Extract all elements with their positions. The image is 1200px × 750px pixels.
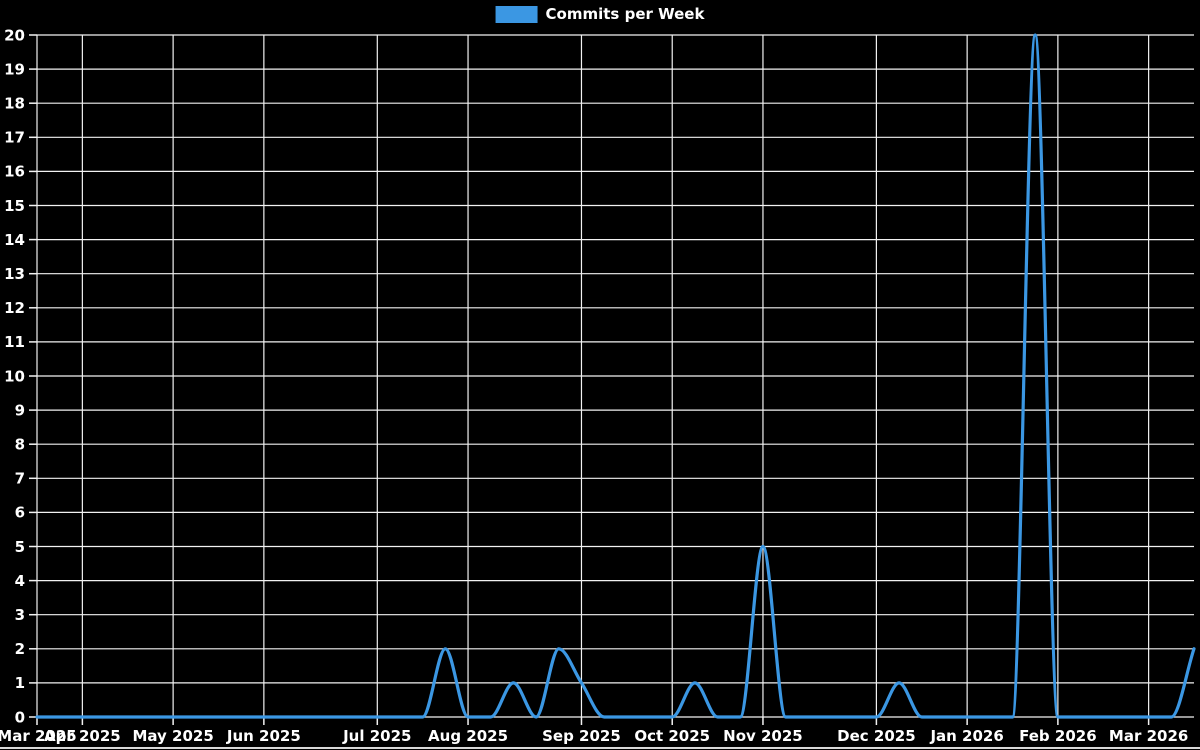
x-tick-label: Jul 2025 xyxy=(342,727,411,745)
y-tick-label: 18 xyxy=(4,94,25,112)
bottom-border xyxy=(0,747,1200,749)
x-tick-label: Aug 2025 xyxy=(428,727,508,745)
y-tick-label: 19 xyxy=(4,60,25,78)
y-tick-label: 4 xyxy=(15,572,25,590)
x-tick-label: Oct 2025 xyxy=(634,727,710,745)
x-tick-label: Nov 2025 xyxy=(723,727,803,745)
x-tick-label: Mar 2026 xyxy=(1109,727,1188,745)
y-tick-label: 8 xyxy=(15,435,25,453)
y-tick-label: 11 xyxy=(4,333,25,351)
y-tick-label: 2 xyxy=(15,640,25,658)
y-tick-label: 17 xyxy=(4,129,25,147)
y-tick-label: 20 xyxy=(4,26,25,44)
y-tick-label: 3 xyxy=(15,606,25,624)
commits-line-series xyxy=(35,33,1196,719)
y-tick-label: 0 xyxy=(15,708,25,726)
y-tick-label: 5 xyxy=(15,538,25,556)
y-tick-label: 9 xyxy=(15,401,25,419)
x-tick-label: Dec 2025 xyxy=(837,727,916,745)
y-tick-label: 10 xyxy=(4,367,25,385)
y-tick-label: 13 xyxy=(4,265,25,283)
x-tick-label: Apr 2025 xyxy=(44,727,121,745)
x-tick-label: May 2025 xyxy=(132,727,213,745)
y-tick-label: 16 xyxy=(4,163,25,181)
legend-label: Commits per Week xyxy=(545,5,705,23)
y-tick-label: 15 xyxy=(4,197,25,215)
x-tick-label: Sep 2025 xyxy=(542,727,621,745)
x-tick-label: Jun 2025 xyxy=(226,727,301,745)
y-tick-label: 6 xyxy=(15,504,25,522)
x-tick-label: Mar 2025 xyxy=(0,727,77,745)
y-tick-label: 12 xyxy=(4,299,25,317)
x-tick-label: Jan 2026 xyxy=(929,727,1003,745)
x-tick-label: Feb 2026 xyxy=(1019,727,1097,745)
y-tick-label: 7 xyxy=(15,470,25,488)
y-tick-label: 1 xyxy=(15,674,25,692)
y-tick-label: 14 xyxy=(4,231,25,249)
legend-swatch-icon xyxy=(495,6,538,23)
chart-legend[interactable]: Commits per Week xyxy=(495,5,705,23)
